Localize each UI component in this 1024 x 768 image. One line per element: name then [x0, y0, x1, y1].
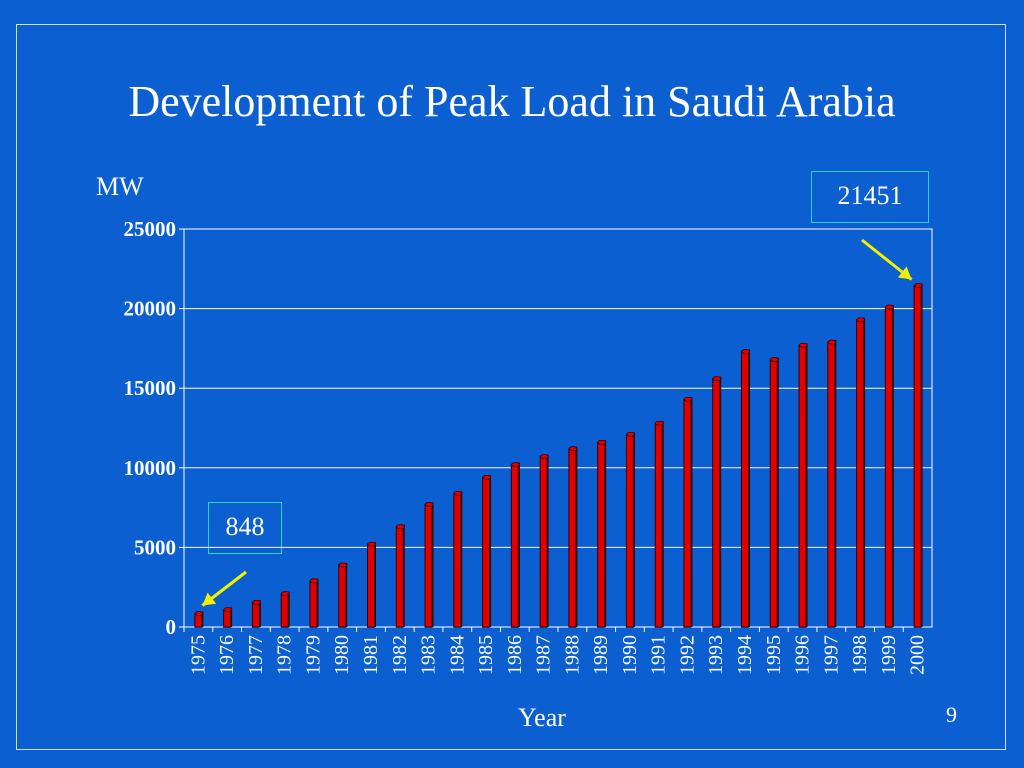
- bar: [539, 456, 548, 628]
- plot-area: [183, 228, 933, 628]
- x-tick-label: 1994: [734, 635, 756, 675]
- bar: [338, 564, 347, 628]
- bar: [251, 601, 260, 628]
- y-tick-label: 20000: [124, 297, 177, 321]
- bar-top: [338, 562, 348, 568]
- x-tick-label: 1990: [619, 635, 641, 675]
- x-tick-label: 1982: [389, 635, 411, 675]
- x-tick-label: 1978: [274, 635, 296, 675]
- bar: [510, 464, 519, 628]
- x-tick-label: 1995: [763, 635, 785, 675]
- bar: [856, 319, 865, 628]
- bar-top: [194, 611, 204, 616]
- arrow-to-min-icon-head: [202, 592, 217, 606]
- y-tick-label: 10000: [124, 456, 177, 480]
- bar-top: [626, 431, 636, 437]
- bar-top: [827, 339, 837, 345]
- bar: [453, 492, 462, 628]
- x-tick-label: 1988: [561, 635, 583, 675]
- y-axis-label: MW: [96, 172, 144, 201]
- bar-top: [885, 304, 894, 310]
- bar: [395, 526, 404, 628]
- x-tick-label: 1975: [187, 635, 209, 675]
- bar-top: [568, 446, 578, 452]
- bar: [309, 580, 318, 628]
- x-tick-label: 2000: [907, 635, 929, 675]
- x-tick-label: 1985: [475, 635, 497, 675]
- bar: [424, 503, 433, 628]
- x-axis-label: Year: [518, 703, 566, 732]
- x-tick-label: 1992: [676, 635, 698, 675]
- bar-top: [367, 541, 377, 547]
- bar: [683, 398, 692, 628]
- bar-top: [539, 454, 549, 460]
- bar-top: [798, 342, 808, 348]
- bar-top: [913, 283, 923, 288]
- y-tick-label: 25000: [124, 217, 177, 241]
- bar-top: [396, 524, 405, 530]
- bar: [712, 378, 721, 628]
- bar-top: [597, 439, 607, 445]
- bar-top: [770, 357, 779, 362]
- x-tick-label: 1991: [648, 635, 670, 675]
- x-tick-label: 1981: [360, 635, 382, 675]
- y-tick-label: 0: [166, 615, 177, 639]
- page-number: 9: [946, 702, 957, 727]
- arrow-to-max-icon-head: [897, 266, 912, 280]
- x-tick-label: 1987: [533, 635, 555, 675]
- x-tick-label: 1980: [331, 635, 353, 675]
- bar: [280, 593, 289, 628]
- bar-top: [223, 607, 233, 612]
- bar-top: [856, 317, 866, 323]
- x-tick-label: 1984: [446, 635, 468, 675]
- bar-top: [683, 396, 693, 402]
- bar: [597, 441, 606, 628]
- bar: [223, 608, 232, 628]
- x-tick-label: 1997: [820, 635, 842, 675]
- slide-frame: [16, 24, 1006, 750]
- x-tick-label: 1989: [590, 635, 612, 675]
- x-tick-label: 1999: [878, 635, 900, 675]
- bar-top: [252, 599, 262, 605]
- bar-top: [654, 420, 664, 426]
- bar: [884, 306, 893, 628]
- x-tick-label: 1977: [245, 635, 267, 675]
- bar: [568, 448, 577, 628]
- bar-top: [482, 474, 492, 480]
- x-tick-label: 1998: [849, 635, 871, 675]
- y-tick-label: 5000: [134, 535, 176, 559]
- y-tick-label: 15000: [124, 376, 177, 400]
- bar: [827, 341, 836, 628]
- x-tick-label: 1983: [418, 635, 440, 675]
- min-value-callout: 848: [208, 502, 282, 554]
- bar-top: [280, 591, 290, 596]
- bar: [798, 344, 807, 628]
- x-tick-label: 1979: [302, 635, 324, 675]
- x-tick-label: 1996: [792, 635, 814, 675]
- bar: [741, 351, 749, 628]
- bar: [367, 543, 375, 628]
- x-tick-label: 1986: [504, 635, 526, 675]
- bar-top: [511, 462, 520, 468]
- bar: [625, 433, 634, 628]
- x-tick-label: 1976: [216, 635, 238, 675]
- bar: [482, 476, 491, 628]
- bar: [654, 422, 663, 628]
- bar-top: [741, 349, 751, 354]
- bar-top: [712, 376, 722, 382]
- bar: [769, 359, 778, 628]
- x-tick-label: 1993: [705, 635, 727, 675]
- bar-top: [424, 502, 434, 507]
- bar-top: [453, 490, 463, 496]
- max-value-callout: 21451: [811, 171, 929, 223]
- bar: [913, 285, 922, 628]
- slide-title: Development of Peak Load in Saudi Arabia: [128, 77, 896, 126]
- bar-top: [309, 578, 319, 584]
